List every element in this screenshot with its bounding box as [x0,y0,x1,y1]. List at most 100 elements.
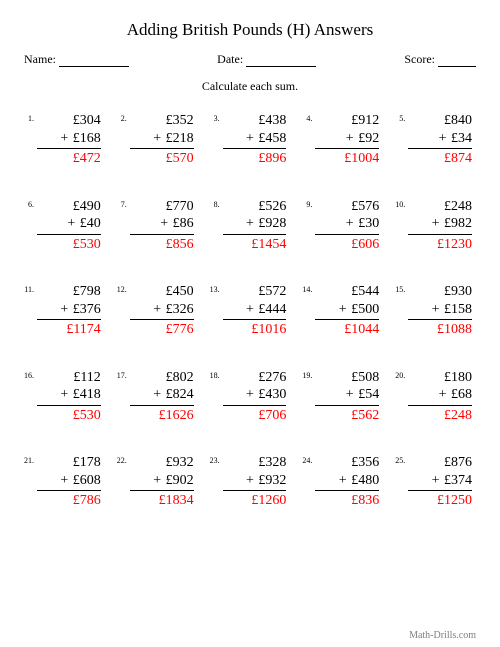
answer: £1004 [315,149,379,168]
addend-bottom: + £376 [37,301,101,321]
date-blank [246,55,316,67]
addend-top: £450 [130,283,194,301]
header-row: Name: Date: Score: [24,52,476,67]
problem-stack: £840+ £34£874 [408,112,476,168]
answer: £1250 [408,491,472,510]
answer: £896 [223,149,287,168]
addend-bottom: + £480 [315,472,379,492]
answer: £606 [315,235,379,254]
problem: 17.£802+ £824£1626 [117,369,198,425]
answer: £786 [37,491,101,510]
answer: £1230 [408,235,472,254]
addend-bottom: + £168 [37,130,101,150]
problem: 11.£798+ £376£1174 [24,283,105,339]
problem: 14.£544+ £500£1044 [302,283,383,339]
problem: 3.£438+ £458£896 [210,112,291,168]
addend-bottom: + £608 [37,472,101,492]
problem: 16.£112+ £418£530 [24,369,105,425]
problem-stack: £450+ £326£776 [130,283,198,339]
addend-bottom: + £444 [223,301,287,321]
addend-top: £932 [130,454,194,472]
problem: 20.£180+ £68£248 [395,369,476,425]
addend-bottom: + £374 [408,472,472,492]
addend-top: £770 [130,198,194,216]
problem-number: 14. [302,283,312,294]
problem: 1.£304+ £168£472 [24,112,105,168]
problem-stack: £930+ £158£1088 [408,283,476,339]
problem-number: 13. [210,283,220,294]
instruction: Calculate each sum. [24,79,476,94]
problem: 23.£328+ £932£1260 [210,454,291,510]
problem: 7.£770+ £86£856 [117,198,198,254]
date-field: Date: [217,52,316,67]
addend-top: £438 [223,112,287,130]
problem-stack: £112+ £418£530 [37,369,105,425]
addend-top: £490 [37,198,101,216]
addend-bottom: + £824 [130,386,194,406]
problem-number: 25. [395,454,405,465]
addend-top: £840 [408,112,472,130]
problem-grid: 1.£304+ £168£4722.£352+ £218£5703.£438+ … [24,112,476,510]
problem-stack: £304+ £168£472 [37,112,105,168]
addend-top: £508 [315,369,379,387]
answer: £1016 [223,320,287,339]
problem-stack: £798+ £376£1174 [37,283,105,339]
problem-stack: £576+ £30£606 [315,198,383,254]
problem-stack: £276+ £430£706 [223,369,291,425]
addend-top: £526 [223,198,287,216]
problem-number: 22. [117,454,127,465]
problem-stack: £352+ £218£570 [130,112,198,168]
score-field: Score: [404,52,476,67]
addend-top: £178 [37,454,101,472]
addend-bottom: + £34 [408,130,472,150]
problem: 4.£912+ £92£1004 [302,112,383,168]
problem-stack: £932+ £902£1834 [130,454,198,510]
name-blank [59,55,129,67]
addend-top: £572 [223,283,287,301]
problem: 6.£490+ £40£530 [24,198,105,254]
addend-bottom: + £158 [408,301,472,321]
addend-top: £328 [223,454,287,472]
answer: £1454 [223,235,287,254]
problem-stack: £544+ £500£1044 [315,283,383,339]
addend-top: £930 [408,283,472,301]
addend-bottom: + £458 [223,130,287,150]
answer: £1834 [130,491,194,510]
problem-stack: £876+ £374£1250 [408,454,476,510]
problem-number: 3. [210,112,220,123]
answer: £836 [315,491,379,510]
problem-number: 5. [395,112,405,123]
problem: 15.£930+ £158£1088 [395,283,476,339]
name-field: Name: [24,52,129,67]
addend-top: £180 [408,369,472,387]
problem-number: 8. [210,198,220,209]
addend-top: £544 [315,283,379,301]
problem-number: 21. [24,454,34,465]
answer: £570 [130,149,194,168]
name-label: Name: [24,52,56,67]
addend-bottom: + £68 [408,386,472,406]
problem: 18.£276+ £430£706 [210,369,291,425]
problem: 25.£876+ £374£1250 [395,454,476,510]
answer: £706 [223,406,287,425]
addend-bottom: + £218 [130,130,194,150]
answer: £530 [37,406,101,425]
problem: 2.£352+ £218£570 [117,112,198,168]
problem-number: 11. [24,283,34,294]
addend-bottom: + £928 [223,215,287,235]
answer: £1088 [408,320,472,339]
answer: £1260 [223,491,287,510]
score-label: Score: [404,52,435,67]
problem-stack: £180+ £68£248 [408,369,476,425]
problem-stack: £912+ £92£1004 [315,112,383,168]
problem-number: 2. [117,112,127,123]
problem-number: 23. [210,454,220,465]
answer: £562 [315,406,379,425]
worksheet-page: Adding British Pounds (H) Answers Name: … [0,0,500,647]
addend-top: £802 [130,369,194,387]
problem-stack: £356+ £480£836 [315,454,383,510]
problem-number: 9. [302,198,312,209]
addend-bottom: + £902 [130,472,194,492]
page-title: Adding British Pounds (H) Answers [24,20,476,40]
problem-stack: £572+ £444£1016 [223,283,291,339]
